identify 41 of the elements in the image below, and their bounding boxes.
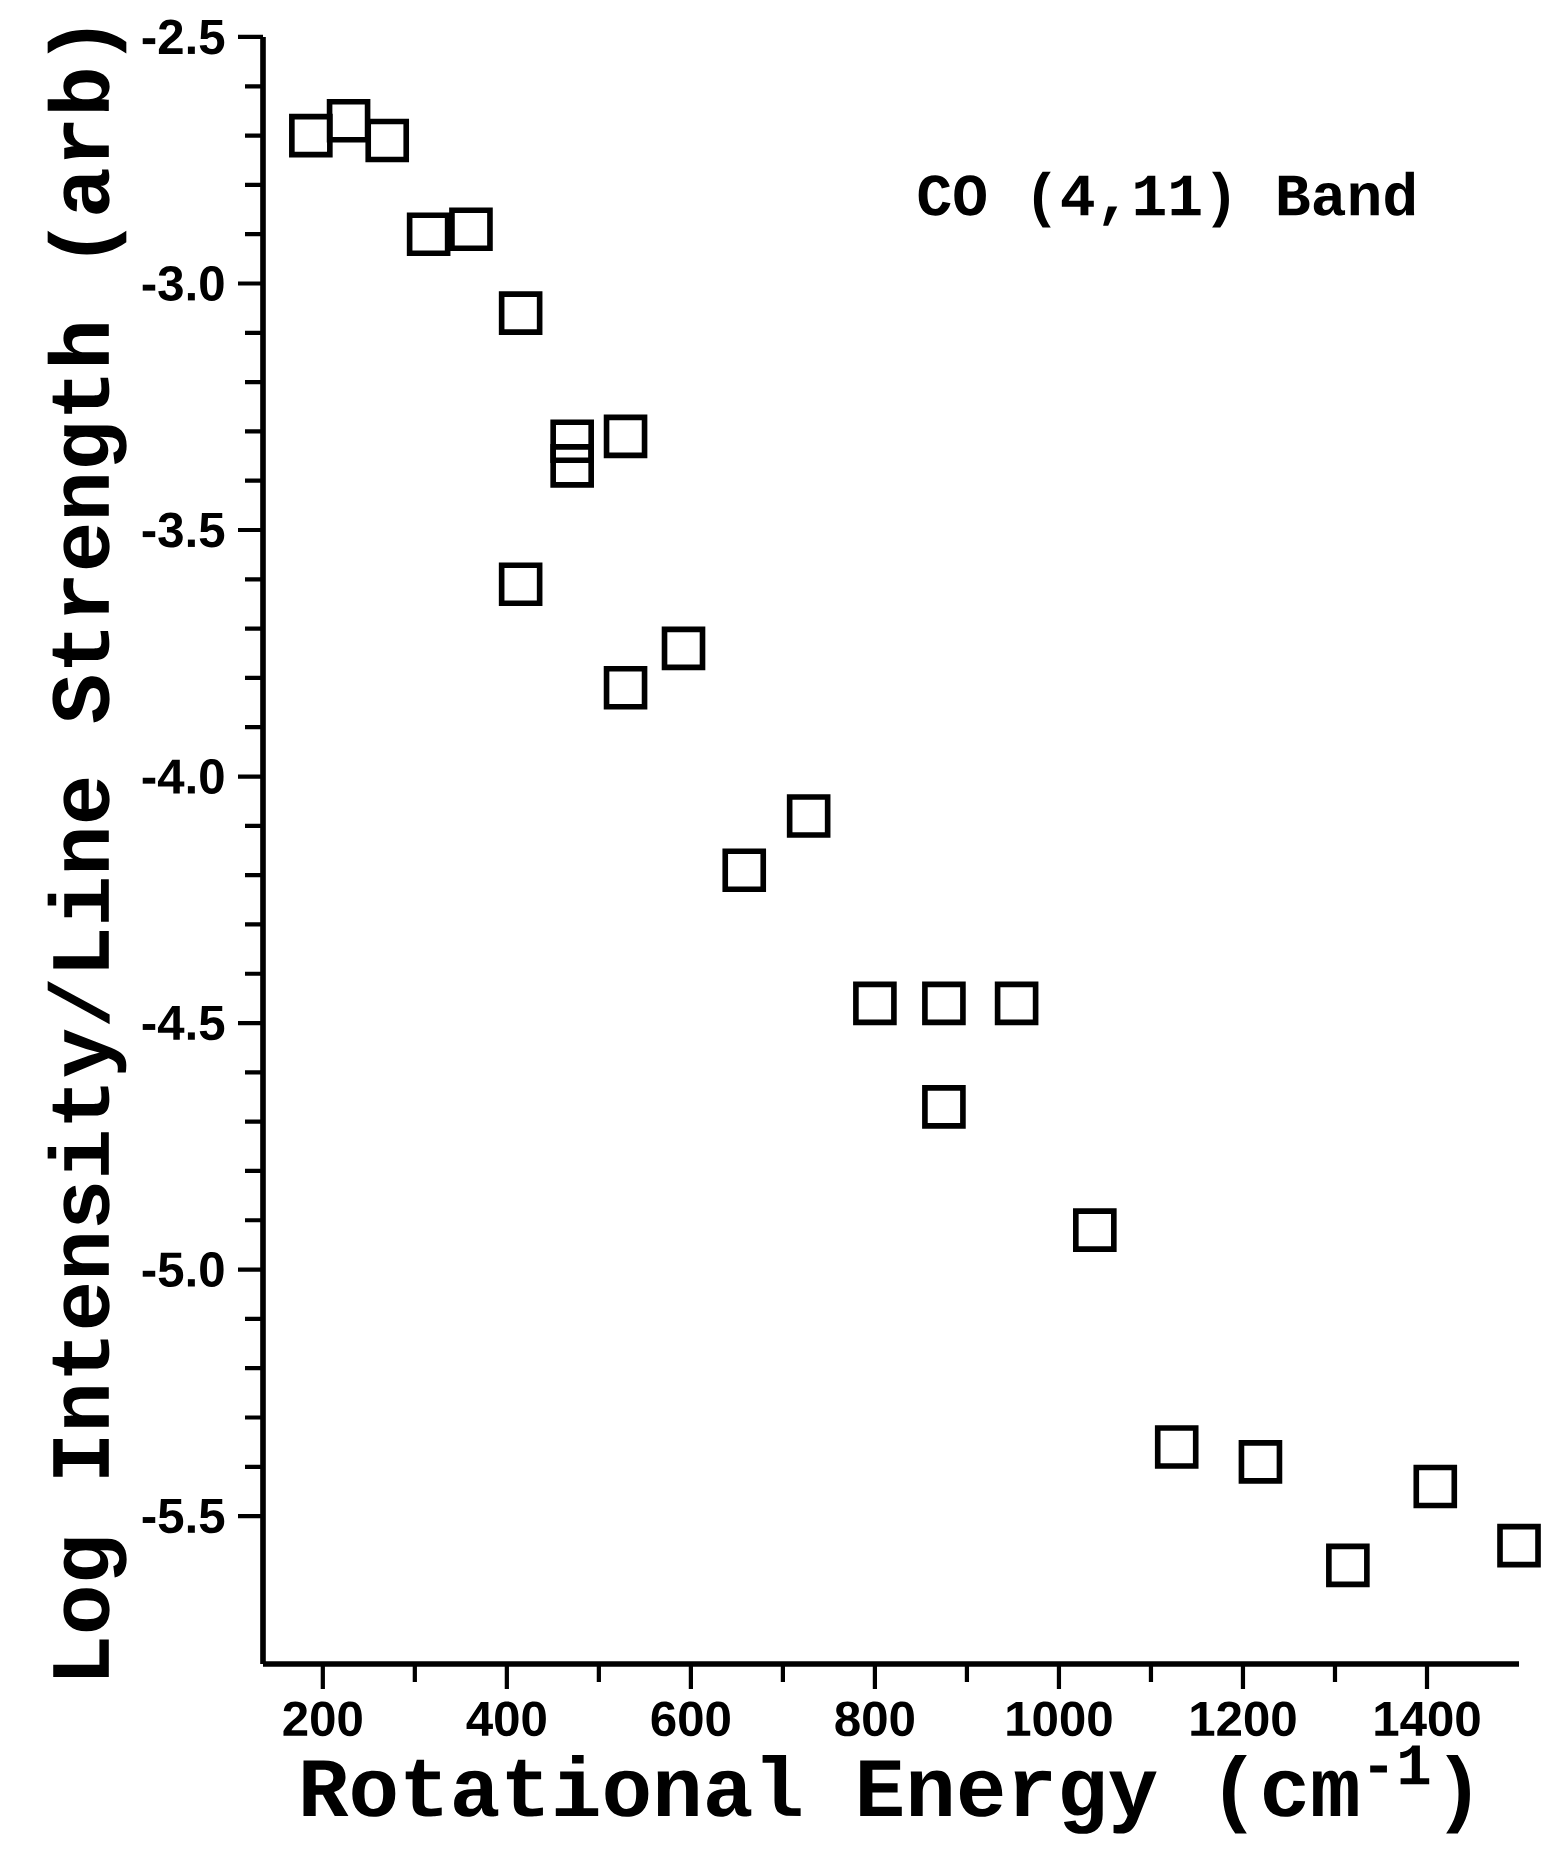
point	[365, 118, 410, 163]
point	[1154, 1425, 1199, 1469]
y-axis-title: Log Intensity/Line Strength (arb)	[47, 29, 127, 1677]
point	[449, 207, 493, 252]
y-tick-label: -3.5	[142, 512, 225, 548]
x-tick-label: 400	[466, 1701, 546, 1737]
y-tick-label: -2.5	[142, 19, 225, 55]
x-tick-label: 600	[651, 1701, 730, 1737]
point	[922, 981, 966, 1026]
x-tick-label: 1400	[1375, 1701, 1480, 1737]
y-tick-label: -4.5	[142, 1005, 225, 1041]
point	[406, 212, 451, 256]
point	[550, 444, 594, 488]
point	[661, 626, 706, 671]
y-tick-label: -5.5	[142, 1498, 225, 1534]
point	[1326, 1543, 1370, 1588]
y-tick-label: -4.0	[142, 759, 224, 794]
point	[603, 414, 648, 459]
annotation: CO (4,11) Band	[918, 171, 1415, 228]
point	[994, 981, 1039, 1026]
point	[1073, 1208, 1117, 1252]
point	[326, 98, 371, 143]
point	[550, 419, 594, 464]
point	[1413, 1464, 1458, 1509]
x-tick-label: 1200	[1191, 1701, 1296, 1737]
x-tick-label: 1000	[1007, 1701, 1112, 1737]
x-tick-label: 800	[835, 1701, 914, 1737]
point	[498, 562, 543, 607]
point	[1497, 1523, 1541, 1568]
y-tick-label: -3.0	[142, 266, 224, 301]
y-tick-label: -5.0	[142, 1252, 224, 1287]
point	[289, 113, 333, 158]
point	[922, 1085, 966, 1129]
point	[603, 665, 648, 710]
point	[722, 848, 767, 893]
x-tick-label: 200	[283, 1701, 362, 1737]
point	[1238, 1440, 1283, 1484]
x-axis-title: Rotational Energy (cm$^{-1}$)	[303, 1745, 1470, 1834]
point	[498, 291, 543, 335]
point	[853, 981, 897, 1026]
point	[786, 794, 831, 838]
